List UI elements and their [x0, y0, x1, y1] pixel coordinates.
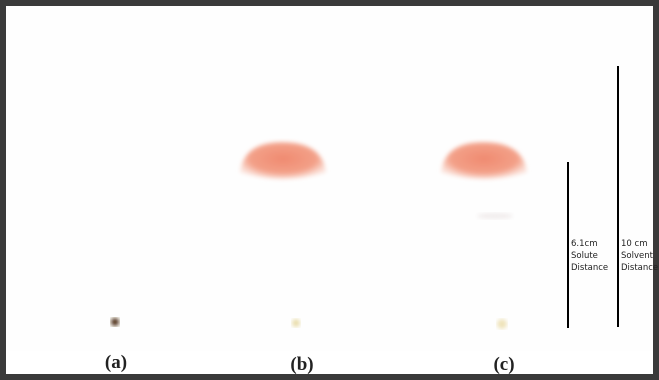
solute-label: 6.1cm — [571, 239, 597, 249]
solvent-label: 10 cm — [621, 239, 647, 249]
lane-label: (c) — [493, 354, 514, 375]
plate — [6, 6, 653, 351]
origin-spot-c — [497, 319, 507, 329]
lane-label: (a) — [105, 352, 127, 373]
origin-spot-a — [111, 318, 119, 326]
origin-spot-b — [292, 319, 300, 327]
solvent-label: Distance — [621, 263, 658, 273]
solute-label: Distance — [571, 263, 608, 273]
faint-band — [477, 213, 513, 219]
tlc-figure: 6.1cm Solute Distance 10 cm Solvent Dist… — [0, 0, 659, 380]
lane-label: (b) — [290, 354, 313, 375]
solute-label: Solute — [571, 251, 598, 261]
solvent-label: Solvent — [621, 251, 654, 261]
